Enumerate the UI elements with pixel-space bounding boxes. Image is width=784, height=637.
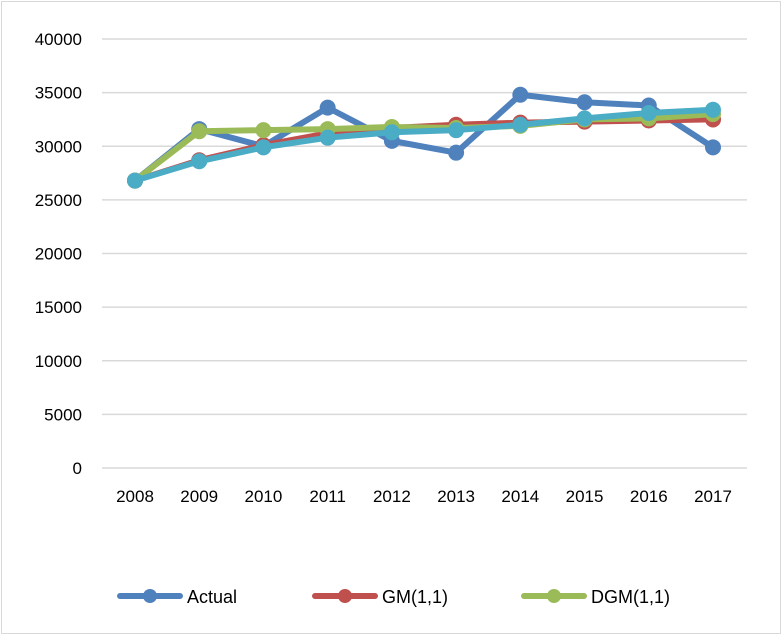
data-point [255, 122, 272, 139]
legend-entry: Actual [117, 587, 237, 607]
series-line [132, 111, 716, 184]
x-axis-ticks: 2008 2009 2010 2011 2012 2013 2014 2015 2016 2017 [116, 487, 732, 506]
y-tick-label: 5000 [44, 405, 82, 424]
data-point [705, 101, 721, 118]
data-point [512, 86, 529, 103]
series-line [132, 106, 716, 184]
data-point [319, 129, 336, 146]
data-point [127, 172, 143, 189]
x-tick-label: 2012 [373, 487, 411, 506]
data-point [576, 94, 593, 111]
series-line [132, 91, 716, 184]
series-1 [127, 86, 721, 189]
data-point [191, 123, 208, 140]
data-point [448, 144, 465, 161]
x-tick-label: 2015 [566, 487, 604, 506]
data-point [576, 110, 593, 127]
legend-entry: GM(1,1) [312, 587, 448, 607]
data-point [319, 99, 336, 116]
y-tick-label: 35000 [35, 84, 82, 103]
legend-label: GM(1,1) [382, 587, 448, 607]
data-point [383, 124, 400, 141]
legend-swatch-marker [547, 589, 561, 603]
x-tick-label: 2009 [180, 487, 218, 506]
series-lines [127, 86, 721, 189]
y-tick-label: 20000 [35, 245, 82, 264]
y-axis-ticks: 0 5000 10000 15000 20000 25000 30000 35000 40000 [35, 30, 82, 478]
y-tick-label: 15000 [35, 298, 82, 317]
legend: Actual GM(1,1) DGM(1,1) [117, 587, 670, 607]
legend-swatch-marker [143, 589, 157, 603]
legend-label: Actual [187, 587, 237, 607]
legend-label: DGM(1,1) [591, 587, 670, 607]
data-point [448, 122, 465, 139]
x-tick-label: 2008 [116, 487, 154, 506]
data-point [191, 153, 208, 170]
y-tick-label: 10000 [35, 352, 82, 371]
series-4 [127, 101, 721, 189]
x-tick-label: 2016 [630, 487, 668, 506]
x-tick-label: 2017 [694, 487, 732, 506]
data-point [640, 105, 657, 122]
x-tick-label: 2010 [245, 487, 283, 506]
gridlines [102, 38, 747, 469]
x-tick-label: 2014 [501, 487, 539, 506]
y-tick-label: 30000 [35, 137, 82, 156]
data-point [255, 139, 272, 156]
y-tick-label: 40000 [35, 30, 82, 49]
data-point [705, 139, 721, 156]
legend-entry: DGM(1,1) [521, 587, 670, 607]
legend-swatch-marker [338, 589, 352, 603]
data-point [512, 116, 529, 133]
series-2 [127, 111, 721, 189]
x-tick-label: 2011 [309, 487, 346, 506]
x-tick-label: 2013 [437, 487, 475, 506]
y-tick-label: 0 [73, 459, 82, 478]
y-tick-label: 25000 [35, 191, 82, 210]
